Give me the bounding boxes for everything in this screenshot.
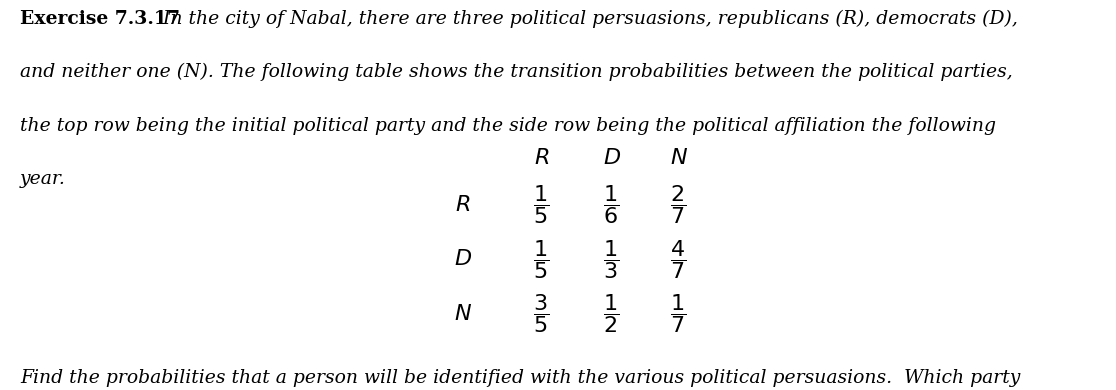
Text: $\dfrac{1}{5}$: $\dfrac{1}{5}$ [533, 238, 549, 281]
Text: year.: year. [20, 170, 66, 188]
Text: Find the probabilities that a person will be identified with the various politic: Find the probabilities that a person wil… [20, 369, 1020, 386]
Text: $\dfrac{1}{5}$: $\dfrac{1}{5}$ [533, 183, 549, 226]
Text: $\dfrac{1}{3}$: $\dfrac{1}{3}$ [604, 238, 619, 281]
Text: $N$: $N$ [454, 303, 472, 325]
Text: $\dfrac{1}{7}$: $\dfrac{1}{7}$ [671, 292, 686, 335]
Text: Exercise 7.3.17: Exercise 7.3.17 [20, 10, 180, 28]
Text: $R$: $R$ [533, 147, 549, 169]
Text: $\dfrac{4}{7}$: $\dfrac{4}{7}$ [671, 238, 686, 281]
Text: $\dfrac{1}{2}$: $\dfrac{1}{2}$ [604, 292, 619, 335]
Text: In the city of Nabal, there are three political persuasions, republicans (R), de: In the city of Nabal, there are three po… [151, 10, 1018, 28]
Text: the top row being the initial political party and the side row being the politic: the top row being the initial political … [20, 117, 997, 135]
Text: $N$: $N$ [670, 147, 687, 169]
Text: $\dfrac{2}{7}$: $\dfrac{2}{7}$ [671, 183, 686, 226]
Text: $\dfrac{3}{5}$: $\dfrac{3}{5}$ [533, 292, 549, 335]
Text: $\dfrac{1}{6}$: $\dfrac{1}{6}$ [604, 183, 619, 226]
Text: $D$: $D$ [603, 147, 620, 169]
Text: and neither one (N). The following table shows the transition probabilities betw: and neither one (N). The following table… [20, 62, 1013, 81]
Text: $R$: $R$ [455, 194, 471, 216]
Text: $D$: $D$ [454, 248, 472, 270]
